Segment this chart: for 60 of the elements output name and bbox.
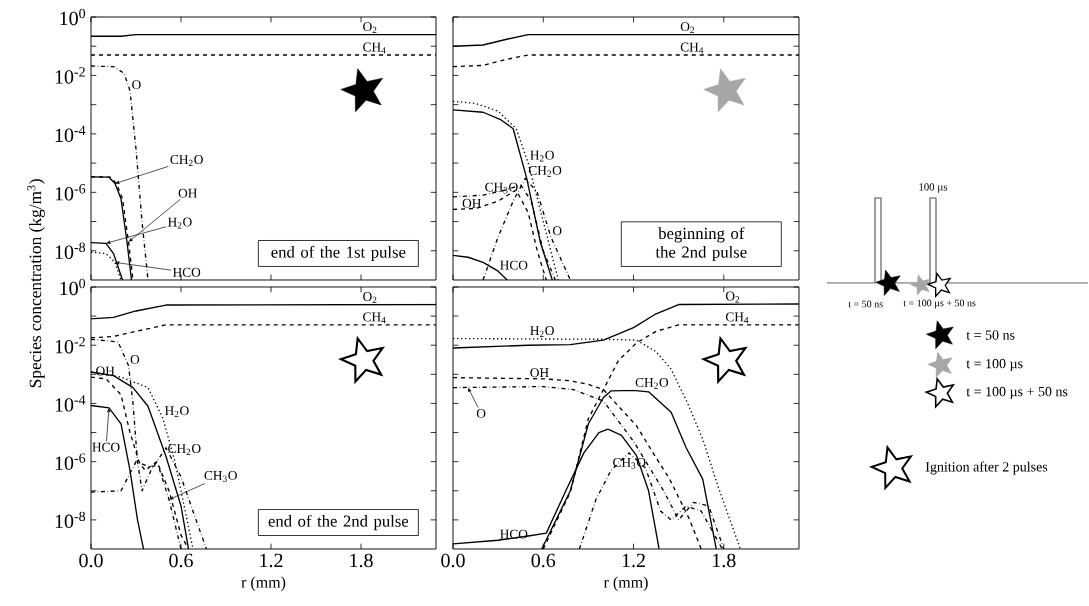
annotation: CH$_{2}$O	[528, 165, 562, 177]
annotation: HCO	[500, 260, 528, 270]
annotation: CH$_{2}$O	[170, 155, 203, 166]
annotation: O	[476, 409, 486, 418]
x-tick-label: 0.6	[531, 553, 556, 568]
y-tick-label: 10$^{0}$	[60, 8, 86, 26]
y-tick-label: 10$^{0}$	[60, 278, 86, 296]
y-tick-label: 10$^{-6}$	[55, 453, 86, 470]
x-tick-label: 1.8	[713, 553, 736, 568]
annotation: end of the 2nd pulse	[268, 514, 409, 531]
y-tick-label: 10$^{-6}$	[55, 184, 86, 201]
annotation: CH$_{2}$O	[635, 377, 669, 389]
text: t = 100 µs	[966, 358, 1023, 372]
text: t = 50 ns	[966, 330, 1015, 340]
y-tick-label: 10$^{-4}$	[55, 395, 86, 412]
annotation: CH$_{3}$O	[204, 471, 237, 482]
text: t = 100 µs + 50 ns	[903, 299, 976, 309]
annotation: CH$_{2}$O	[168, 444, 201, 455]
annotation: CH$_{3}$O	[485, 182, 518, 194]
text: 100 µs	[919, 183, 948, 193]
x-tick-label: 0.0	[441, 553, 465, 568]
annotation: CH$_{4}$	[725, 312, 749, 324]
text: t = 100 µs + 50 ns	[966, 386, 1068, 400]
y-tick-label: 10$^{-8}$	[55, 511, 86, 529]
annotation: H$_{2}$O	[530, 150, 554, 162]
annotation: O$_{2}$	[680, 22, 695, 33]
annotation: CH$_{4}$	[680, 42, 704, 54]
y-axis-title: Species concentration (kg/m$^{3}$)	[27, 179, 45, 388]
annotation: H$_{2}$O	[164, 406, 189, 418]
annotation: OH	[530, 368, 549, 378]
annotation: beginning of the 2nd pulse	[655, 227, 747, 262]
x-axis-title: r (mm)	[603, 576, 648, 591]
annotation: OH	[178, 188, 197, 198]
x-tick-label: 0.6	[169, 553, 193, 568]
text: t = 50 ns	[848, 300, 883, 308]
x-tick-label: 1.2	[260, 553, 283, 568]
annotation: O	[130, 355, 140, 364]
annotation: O	[552, 226, 562, 236]
annotation: OH	[462, 198, 481, 208]
y-tick-label: 10$^{-8}$	[55, 242, 86, 259]
y-tick-label: 10$^{-2}$	[55, 67, 85, 84]
annotation: O$_{2}$	[363, 292, 377, 303]
annotation: end of the 1st pulse	[271, 245, 406, 262]
annotation: HCO	[92, 442, 120, 452]
annotation: H$_{2}$O	[530, 326, 554, 337]
x-tick-label: 0.0	[79, 553, 103, 568]
x-tick-label: 1.8	[350, 553, 373, 568]
annotation: HCO	[172, 267, 201, 277]
x-axis-title: r (mm)	[241, 576, 286, 591]
annotation: H$_{2}$O	[167, 217, 192, 229]
annotation: CH$_{4}$	[363, 312, 386, 324]
annotation: HCO	[500, 529, 528, 539]
annotation: O$_{2}$	[725, 291, 740, 303]
annotation: O	[132, 80, 141, 90]
annotation: O$_{2}$	[363, 22, 377, 33]
text: Ignition after 2 pulses	[925, 461, 1048, 475]
y-tick-label: 10$^{-2}$	[55, 337, 85, 354]
y-tick-label: 10$^{-4}$	[55, 125, 86, 143]
annotation: CH$_{4}$	[363, 42, 386, 54]
x-tick-label: 1.2	[622, 553, 645, 568]
